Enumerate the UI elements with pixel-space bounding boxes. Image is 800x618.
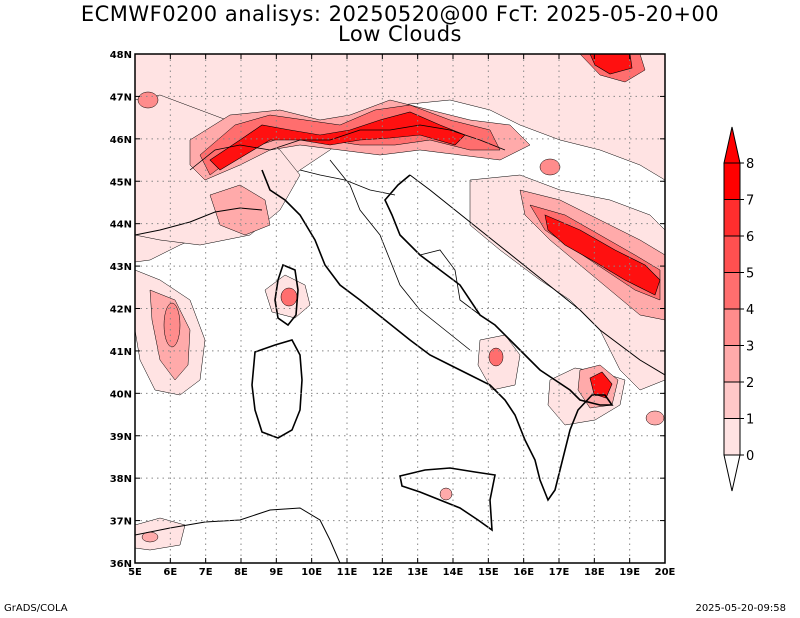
colorbar-label: 3 xyxy=(746,340,754,355)
colorbar-segment xyxy=(723,162,741,200)
lon-tick-label: 19E xyxy=(619,567,640,578)
axis-ticks: 5E 6E 7E 8E 9E 10E 11E 12E 13E 14E 15E 16E 17E 18E 19E… xyxy=(110,50,676,578)
france-coast xyxy=(135,207,263,236)
cloud-provence-core xyxy=(137,91,159,109)
lat-tick-label: 46N xyxy=(110,135,132,146)
footer-credit: GrADS/COLA xyxy=(4,603,68,614)
lon-tick-label: 5E xyxy=(128,567,142,578)
cloud-sardinia-west-core xyxy=(163,302,181,348)
corsica-coastline xyxy=(274,263,299,327)
coastlines xyxy=(135,124,665,563)
colorbar-segment xyxy=(723,418,741,456)
colorbar-segment xyxy=(723,272,741,310)
lon-tick-label: 7E xyxy=(199,567,213,578)
cloud-balkans-max xyxy=(544,214,661,296)
colorbar-segment xyxy=(723,199,741,237)
lon-tick-label: 20E xyxy=(655,567,676,578)
cloud-sicily-core xyxy=(439,487,453,501)
cloud-corsica-core xyxy=(280,287,298,307)
colorbar-label: 6 xyxy=(746,230,754,245)
cloud-cover-shading xyxy=(135,54,665,551)
adriatic-east-coast xyxy=(409,174,665,376)
map-subtitle: Low Clouds xyxy=(338,22,462,46)
regional-border-c xyxy=(419,249,481,316)
lon-tick-label: 13E xyxy=(407,567,428,578)
lon-tick-label: 9E xyxy=(269,567,283,578)
colorbar-segment xyxy=(723,235,741,273)
regional-border-b xyxy=(299,169,396,196)
cloud-alps-max xyxy=(209,111,466,171)
colorbar-segment xyxy=(723,308,741,346)
lat-tick-label: 42N xyxy=(110,305,132,316)
colorbar-label: 4 xyxy=(746,303,754,318)
footer-timestamp: 2025-05-20-09:58 xyxy=(695,603,786,614)
lat-tick-label: 43N xyxy=(110,262,132,273)
colorbar-label: 0 xyxy=(746,449,754,464)
lon-tick-label: 10E xyxy=(301,567,322,578)
lon-tick-label: 15E xyxy=(478,567,499,578)
colorbar-upper-triangle xyxy=(723,126,741,164)
colorbar-label: 2 xyxy=(746,376,754,391)
cloud-montenegro-core xyxy=(539,158,561,176)
lat-tick-label: 41N xyxy=(110,347,132,358)
cloud-top-max xyxy=(589,54,633,75)
lat-tick-label: 47N xyxy=(110,92,132,103)
colorbar-label: 8 xyxy=(746,157,754,172)
lat-tick-label: 38N xyxy=(110,474,132,485)
lat-tick-label: 37N xyxy=(110,517,132,528)
colorbar-label: 7 xyxy=(746,194,754,209)
cloud-ionian-core xyxy=(645,410,665,426)
cloud-puglia-max xyxy=(589,371,613,399)
africa-coast xyxy=(135,507,341,563)
map-grid xyxy=(135,54,665,563)
lon-tick-label: 11E xyxy=(337,567,358,578)
lon-tick-label: 6E xyxy=(163,567,177,578)
alps-border xyxy=(189,124,506,171)
colorbar-segment xyxy=(723,381,741,419)
lat-tick-label: 36N xyxy=(110,559,132,570)
lat-tick-label: 45N xyxy=(110,177,132,188)
regional-border-a xyxy=(329,159,471,351)
lat-tick-label: 40N xyxy=(110,389,132,400)
italy-coastline xyxy=(261,169,614,502)
cloud-naples-core xyxy=(488,347,504,367)
colorbar-lower-triangle xyxy=(723,454,741,492)
lon-tick-label: 14E xyxy=(443,567,464,578)
lon-tick-label: 12E xyxy=(372,567,393,578)
sardinia-coastline xyxy=(251,339,303,439)
lat-tick-label: 48N xyxy=(110,50,132,61)
lon-tick-label: 16E xyxy=(513,567,534,578)
sicily-coastline xyxy=(399,467,496,532)
cloud-ligurian-mid xyxy=(209,184,271,236)
lon-tick-label: 17E xyxy=(549,567,570,578)
colorbar-segment xyxy=(723,345,741,383)
lat-tick-label: 39N xyxy=(110,432,132,443)
lon-tick-label: 18E xyxy=(584,567,605,578)
lat-tick-label: 44N xyxy=(110,220,132,231)
colorbar-label: 1 xyxy=(746,413,754,428)
colorbar-label: 5 xyxy=(746,267,754,282)
lon-tick-label: 8E xyxy=(234,567,248,578)
colorbar: 0 1 2 3 4 5 6 7 8 xyxy=(723,126,754,492)
map-title: ECMWF0200 analisys: 20250520@00 FcT: 202… xyxy=(80,2,720,26)
